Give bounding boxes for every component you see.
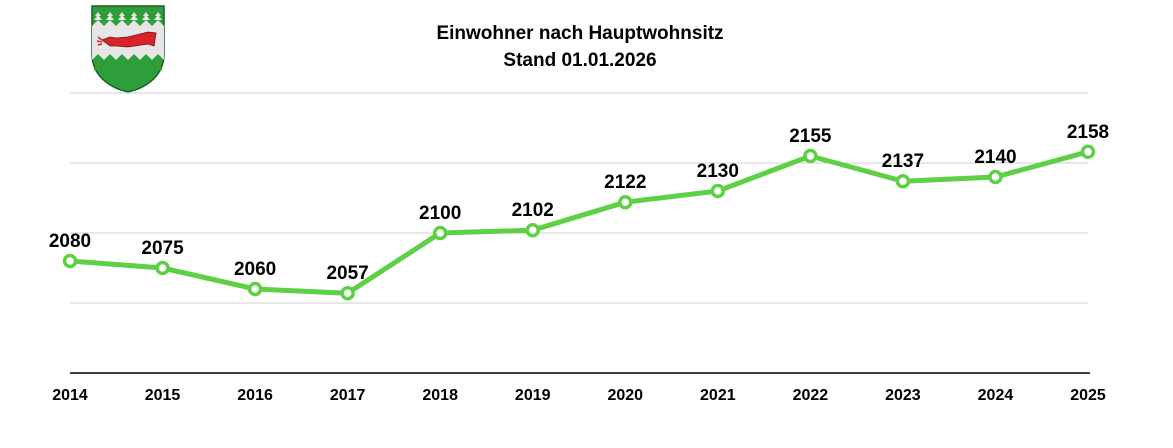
data-label: 2057 [326,263,368,284]
data-label: 2158 [1067,122,1109,143]
data-label: 2080 [49,231,91,252]
data-label: 2075 [141,238,184,259]
data-point [710,183,726,199]
chart-title: Einwohner nach Hauptwohnsitz Stand 01.01… [0,20,1160,74]
data-label: 2130 [697,161,739,182]
coat-of-arms-icon [91,5,165,93]
title-line-1: Einwohner nach Hauptwohnsitz [436,23,724,44]
data-point [432,225,448,241]
x-tick-label: 2014 [52,387,88,404]
x-tick-label: 2015 [145,387,181,404]
x-tick-label: 2025 [1070,387,1106,404]
data-label: 2060 [234,259,276,280]
x-tick-label: 2023 [885,387,921,404]
x-tick-label: 2017 [330,387,366,404]
data-label: 2102 [512,200,554,221]
data-point [525,222,540,238]
data-point [895,173,911,189]
x-tick-label: 2018 [422,387,458,404]
x-tick-label: 2016 [237,387,273,404]
data-point [618,194,633,210]
data-point [1080,144,1096,160]
data-point [62,253,78,269]
data-point [340,285,355,301]
x-tick-label: 2022 [793,387,829,404]
x-tick-label: 2020 [607,387,643,404]
x-tick-label: 2019 [515,387,551,404]
data-label: 2122 [604,172,646,193]
x-tick-label: 2021 [700,387,736,404]
data-point [247,281,263,297]
x-tick-label: 2024 [978,387,1014,404]
data-label: 2137 [882,151,924,172]
data-label: 2155 [789,126,832,147]
data-label: 2100 [419,203,461,224]
data-point [803,148,818,164]
data-point [988,169,1003,185]
data-point [155,260,170,276]
data-label: 2140 [974,147,1016,168]
title-line-2: Stand 01.01.2026 [503,50,657,71]
series-line [69,149,1089,296]
